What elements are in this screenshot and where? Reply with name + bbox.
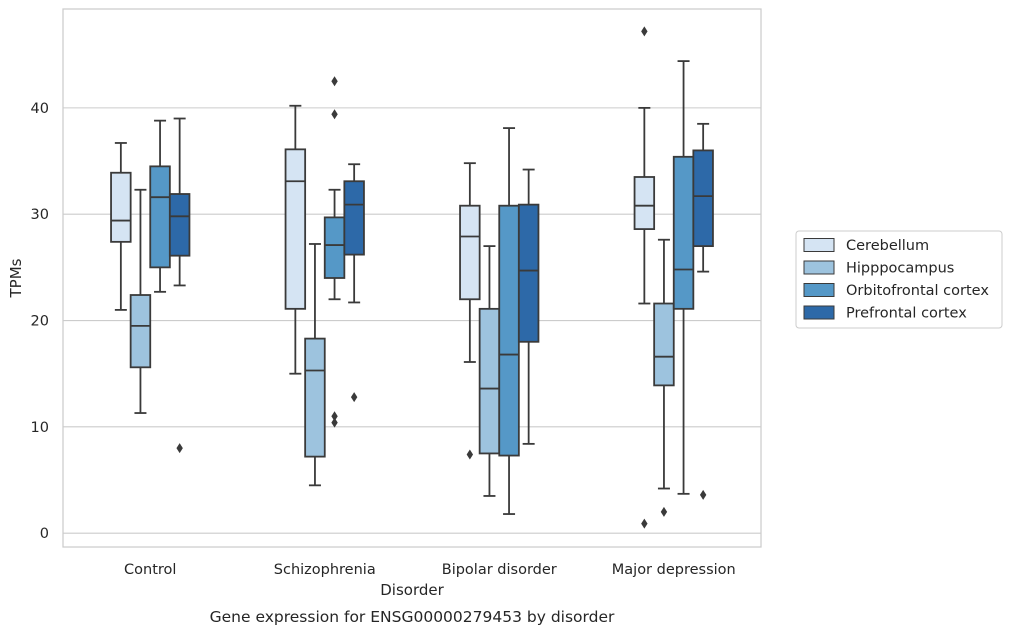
- box-bipolar-disorder: [478, 245, 501, 497]
- legend-swatch: [803, 305, 835, 320]
- box-bipolar-disorder: [517, 168, 540, 445]
- legend-swatch: [803, 238, 835, 252]
- box-iqr: [478, 307, 501, 455]
- box-iqr: [323, 216, 346, 279]
- outlier-point: [660, 506, 668, 517]
- series-cerebellum: [110, 26, 656, 529]
- box-schizophrenia: [343, 163, 365, 403]
- outlier-point: [331, 76, 338, 87]
- box-schizophrenia: [284, 104, 307, 375]
- box-schizophrenia: [304, 243, 326, 487]
- outlier-point: [176, 443, 183, 454]
- x-tick-label: Schizophrenia: [274, 562, 376, 578]
- x-axis-label: Disorder: [380, 581, 444, 599]
- box-iqr: [459, 204, 481, 301]
- box-bipolar-disorder: [498, 127, 520, 515]
- y-tick-label: 0: [40, 526, 49, 542]
- x-tick-label: Bipolar disorder: [442, 562, 557, 578]
- box-bipolar-disorder: [459, 162, 481, 460]
- legend-label: Prefrontal cortex: [846, 306, 967, 322]
- box-iqr: [672, 155, 695, 310]
- y-tick-labels: 0 10 20 30 40: [31, 101, 49, 542]
- legend-swatch: [803, 260, 835, 275]
- y-axis-label: TPMs: [7, 258, 25, 298]
- box-control: [168, 117, 191, 454]
- box-iqr: [633, 176, 656, 230]
- box-major-depression: [672, 60, 695, 495]
- box-iqr: [284, 148, 307, 310]
- series-prefrontal-cortex: [168, 117, 714, 500]
- outlier-point: [466, 449, 474, 460]
- box-control: [129, 188, 152, 414]
- box-iqr: [498, 204, 520, 457]
- box-iqr: [692, 149, 714, 248]
- legend-swatch: [803, 283, 835, 297]
- box-iqr: [110, 171, 132, 243]
- outlier-point: [699, 489, 707, 500]
- outlier-point: [350, 392, 358, 403]
- outlier-point: [641, 518, 648, 529]
- box-iqr: [168, 193, 191, 257]
- outlier-point: [641, 26, 648, 37]
- x-tick-label: Control: [124, 562, 176, 578]
- legend: Cerebellum Hipppocampus Orbitofrontal cort…: [795, 230, 1003, 329]
- box-control: [110, 142, 132, 311]
- legend-frame: [795, 230, 1003, 329]
- y-tick-label: 40: [31, 101, 49, 117]
- figure-caption: Gene expression for ENSG00000279453 by d…: [210, 608, 615, 626]
- legend-label: Cerebellum: [846, 238, 929, 254]
- box-schizophrenia: [323, 76, 346, 428]
- legend-label: Orbitofrontal cortex: [846, 283, 989, 299]
- box-iqr: [653, 302, 675, 387]
- box-iqr: [517, 203, 540, 343]
- box-iqr: [343, 180, 365, 256]
- box-major-depression: [653, 238, 675, 517]
- x-tick-labels: Control Schizophrenia Bipolar disorder Majo…: [124, 562, 736, 578]
- legend-label: Hipppocampus: [846, 261, 954, 277]
- box-iqr: [304, 337, 326, 458]
- box-major-depression: [633, 26, 656, 529]
- outlier-point: [331, 109, 338, 120]
- box-major-depression: [692, 122, 714, 500]
- series-hipppocampus: [129, 188, 675, 517]
- y-tick-label: 30: [31, 207, 49, 223]
- plot-frame: [62, 8, 762, 548]
- outlier-point: [331, 417, 338, 428]
- box-iqr: [129, 294, 152, 369]
- box-iqr: [149, 165, 171, 269]
- series-orbitofrontal-cortex: [149, 60, 695, 515]
- x-tick-label: Major depression: [612, 562, 736, 578]
- plot-area-background: [63, 9, 761, 547]
- y-tick-label: 20: [31, 314, 49, 330]
- box-series-group: [110, 26, 714, 529]
- y-tick-label: 10: [31, 420, 49, 436]
- outlier-point: [331, 411, 338, 422]
